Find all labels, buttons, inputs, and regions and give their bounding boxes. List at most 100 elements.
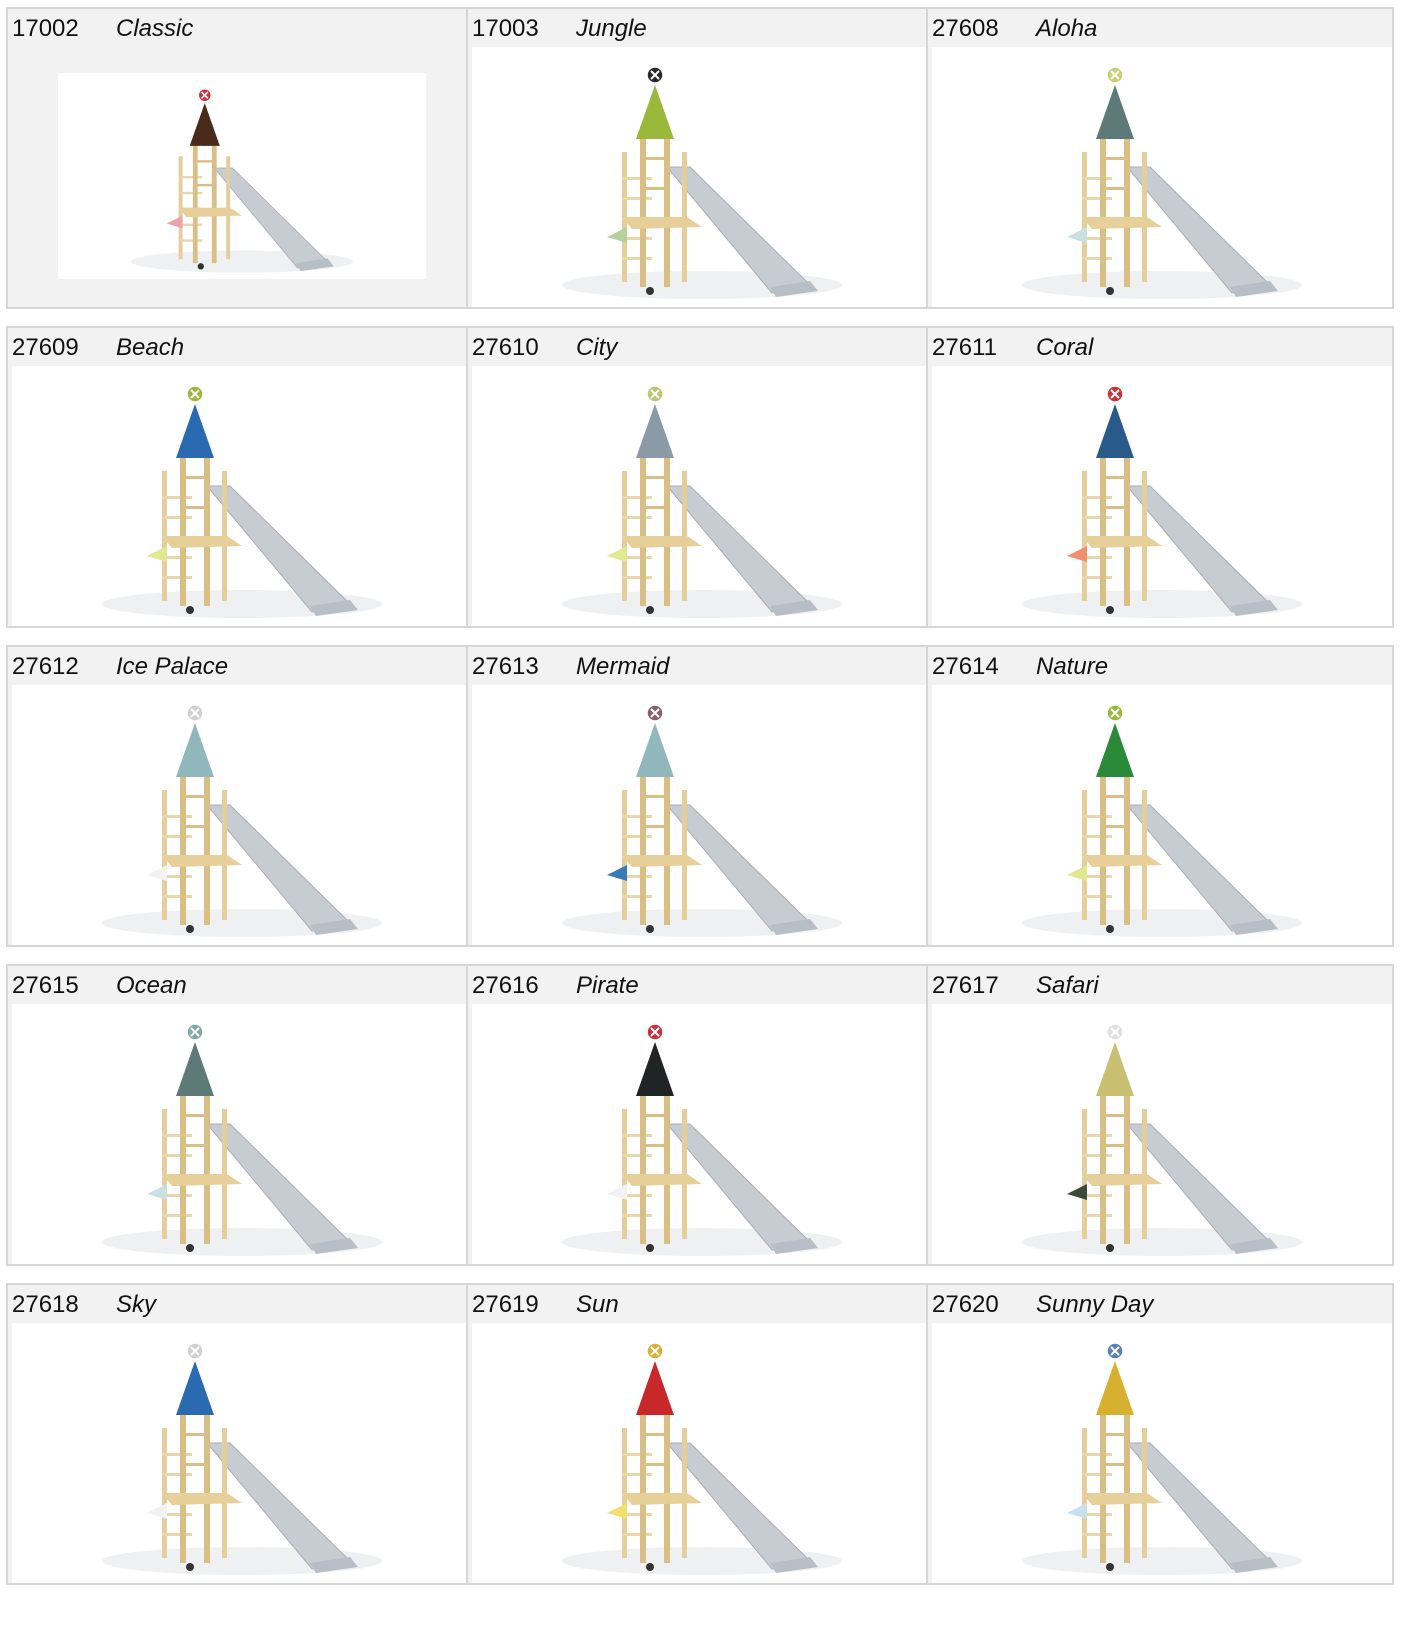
product-card[interactable]: 27614 Nature — [926, 645, 1394, 947]
product-code: 27615 — [12, 972, 79, 999]
roof — [176, 1042, 214, 1096]
wheel — [646, 1563, 654, 1571]
flag — [147, 546, 167, 562]
flag — [147, 865, 167, 881]
platform — [162, 1174, 242, 1186]
product-card[interactable]: 27608 Aloha — [926, 7, 1394, 309]
product-code: 27614 — [932, 653, 999, 680]
rail — [180, 795, 210, 798]
product-image — [472, 366, 932, 626]
roof — [636, 1042, 674, 1096]
product-card[interactable]: 27618 Sky — [6, 1283, 474, 1585]
roof — [189, 103, 220, 146]
ladder-rung — [1082, 1154, 1112, 1157]
flag — [607, 546, 627, 562]
product-card[interactable]: 27617 Safari — [926, 964, 1394, 1266]
play-tower-illustration — [102, 1342, 382, 1575]
post — [180, 456, 186, 606]
product-name: Mermaid — [576, 653, 670, 680]
product-card[interactable]: 17002 Classic — [6, 7, 474, 309]
product-card[interactable]: 27612 Ice Palace — [6, 645, 474, 947]
ladder-rung — [162, 576, 192, 579]
platform — [1082, 536, 1162, 548]
card-header: 27618 Sky — [8, 1285, 472, 1323]
play-tower-illustration — [562, 1342, 842, 1575]
ladder-rung — [162, 1154, 192, 1157]
post — [180, 1413, 186, 1563]
rail — [1100, 476, 1130, 479]
product-card[interactable]: 27610 City — [466, 326, 934, 628]
badge-mark — [1110, 1027, 1120, 1037]
ladder-rung — [622, 576, 652, 579]
play-tower-illustration — [1022, 1023, 1302, 1256]
ladder-rung — [1082, 197, 1112, 200]
ladder-rung — [178, 176, 203, 179]
post — [204, 1094, 210, 1244]
slide-end — [310, 1557, 358, 1573]
platform — [622, 1493, 702, 1505]
product-image — [12, 366, 472, 626]
ladder-rung — [1082, 1453, 1112, 1456]
play-tower-illustration — [562, 66, 842, 299]
post — [1100, 775, 1106, 925]
ladder-rung — [622, 1453, 652, 1456]
product-card[interactable]: 27619 Sun — [466, 1283, 934, 1585]
product-card[interactable]: 27615 Ocean — [6, 964, 474, 1266]
rail — [640, 795, 670, 798]
product-card[interactable]: 27620 Sunny Day — [926, 1283, 1394, 1585]
rail — [180, 1144, 210, 1147]
ladder-rung — [162, 815, 192, 818]
rail — [640, 1114, 670, 1117]
rail — [640, 825, 670, 828]
rail — [1100, 1433, 1130, 1436]
post — [1100, 137, 1106, 287]
rail — [1100, 1144, 1130, 1147]
ladder-rung — [162, 1194, 192, 1197]
ladder-rung — [1082, 1134, 1112, 1137]
ladder-rung — [622, 1473, 652, 1476]
slide-end — [770, 281, 818, 297]
platform — [178, 207, 242, 218]
wheel — [186, 606, 194, 614]
ladder-rung — [1082, 576, 1112, 579]
ladder-rung — [1082, 815, 1112, 818]
roof — [1096, 723, 1134, 777]
card-header: 27617 Safari — [928, 966, 1392, 1004]
product-card[interactable]: 27613 Mermaid — [466, 645, 934, 947]
platform — [162, 855, 242, 867]
product-name: Sun — [576, 1291, 619, 1318]
slide-end — [770, 600, 818, 616]
ladder-rung — [622, 1533, 652, 1536]
product-card[interactable]: 17003 Jungle — [466, 7, 934, 309]
flag — [1067, 1503, 1087, 1519]
flag — [1067, 865, 1087, 881]
platform — [622, 855, 702, 867]
card-header: 27616 Pirate — [468, 966, 932, 1004]
ladder-rung — [622, 1134, 652, 1137]
ladder-rung — [162, 496, 192, 499]
ladder-rung — [622, 1214, 652, 1217]
play-tower-illustration — [102, 385, 382, 618]
post — [211, 144, 217, 264]
wheel — [197, 263, 204, 270]
product-card[interactable]: 27611 Coral — [926, 326, 1394, 628]
rail — [192, 183, 217, 187]
ladder-rung — [162, 1453, 192, 1456]
platform — [1082, 1493, 1162, 1505]
product-card[interactable]: 27616 Pirate — [466, 964, 934, 1266]
wheel — [186, 1244, 194, 1252]
product-card[interactable]: 27609 Beach — [6, 326, 474, 628]
flag — [1067, 1184, 1087, 1200]
post — [1124, 456, 1130, 606]
product-name: Jungle — [576, 15, 647, 42]
product-image — [932, 1323, 1392, 1583]
post — [1124, 137, 1130, 287]
product-name: Beach — [116, 334, 185, 361]
ladder-rung — [622, 1513, 652, 1516]
wheel — [646, 606, 654, 614]
ladder-rung — [162, 835, 192, 838]
post — [1124, 1094, 1130, 1244]
play-tower-illustration — [562, 385, 842, 618]
ladder-rung — [1082, 1214, 1112, 1217]
product-name: Sky — [116, 1291, 157, 1318]
